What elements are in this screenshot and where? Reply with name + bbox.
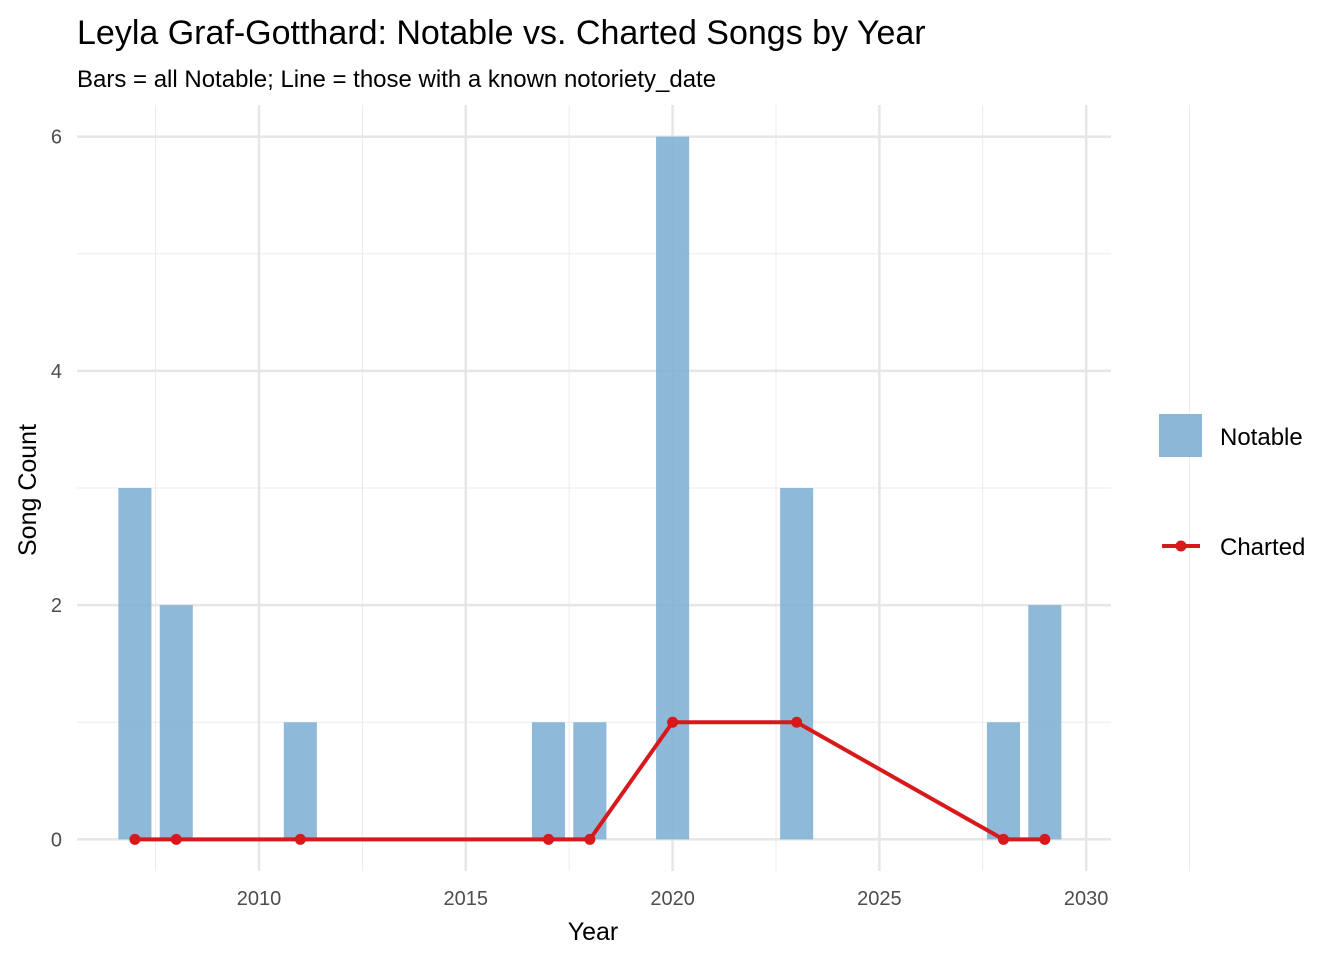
grid-minor (77, 105, 1191, 871)
y-tick-label-6: 6 (51, 127, 62, 149)
bar-notable-2023 (780, 488, 814, 840)
point-charted-2018 (584, 833, 596, 845)
y-axis-ticks: 0 2 4 6 (51, 127, 62, 852)
y-tick-label-2: 2 (51, 595, 62, 617)
x-tick-label-2025: 2025 (857, 888, 902, 910)
bar-notable-2008 (159, 605, 193, 840)
plot-area: 2010 2015 2020 2025 2030 0 2 4 6 (51, 105, 1191, 910)
legend-label-notable: Notable (1220, 424, 1303, 451)
y-tick-label-4: 4 (51, 361, 62, 383)
x-tick-label-2015: 2015 (444, 888, 489, 910)
legend-label-charted: Charted (1220, 534, 1305, 561)
point-charted-2020 (667, 716, 679, 728)
x-tick-label-2020: 2020 (650, 888, 695, 910)
point-charted-2011 (294, 833, 306, 845)
bar-notable-2018 (573, 722, 607, 840)
legend-key-charted-point (1175, 540, 1187, 552)
bar-notable-2029 (1028, 605, 1062, 840)
legend-key-notable (1159, 414, 1202, 457)
chart-title: Leyla Graf-Gotthard: Notable vs. Charted… (77, 14, 926, 52)
y-axis-title: Song Count (14, 424, 42, 556)
x-tick-label-2030: 2030 (1064, 888, 1109, 910)
bar-series-notable (118, 136, 1062, 840)
chart-subtitle: Bars = all Notable; Line = those with a … (77, 66, 716, 93)
point-charted-2007 (129, 833, 141, 845)
bar-notable-2011 (283, 722, 317, 840)
point-charted-2017 (543, 833, 555, 845)
bar-notable-2007 (118, 488, 152, 840)
x-axis-ticks: 2010 2015 2020 2025 2030 (237, 888, 1109, 910)
line-series-charted (129, 716, 1051, 845)
bar-notable-2020 (656, 136, 690, 840)
bar-notable-2028 (986, 722, 1021, 840)
point-charted-2023 (791, 716, 803, 728)
bar-notable-2017 (531, 722, 566, 840)
legend: Notable Charted (1159, 414, 1305, 561)
point-charted-2008 (170, 833, 182, 845)
point-charted-2028 (997, 833, 1009, 845)
x-axis-title: Year (568, 918, 619, 946)
y-tick-label-0: 0 (51, 829, 62, 851)
point-charted-2029 (1039, 833, 1051, 845)
x-tick-label-2010: 2010 (237, 888, 282, 910)
